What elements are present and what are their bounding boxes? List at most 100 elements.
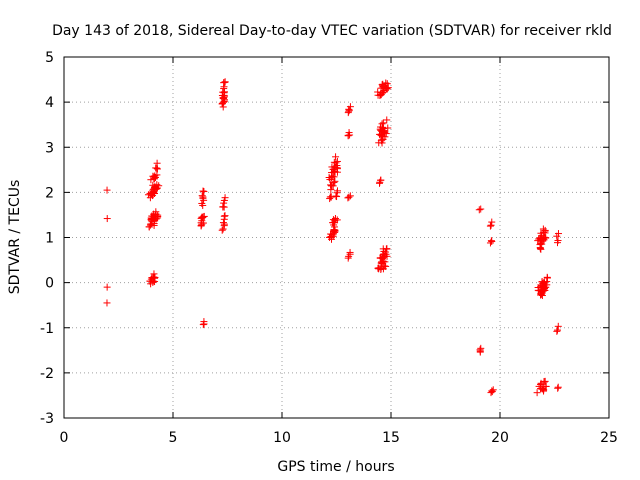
data-point	[554, 383, 562, 391]
data-point	[333, 187, 341, 195]
data-point	[221, 88, 229, 96]
data-point	[219, 225, 227, 233]
data-point	[377, 264, 385, 272]
data-point	[380, 250, 388, 258]
data-point	[537, 245, 545, 253]
data-point	[539, 280, 547, 288]
data-point	[153, 171, 161, 179]
data-point	[542, 382, 550, 390]
data-point	[333, 216, 341, 224]
y-tick-label: 0	[45, 276, 54, 292]
data-point	[553, 327, 561, 335]
chart-title: Day 143 of 2018, Sidereal Day-to-day VTE…	[52, 23, 612, 39]
data-point	[333, 165, 341, 173]
data-point	[345, 129, 353, 137]
y-tick-label: -1	[40, 321, 54, 337]
data-point	[330, 158, 338, 166]
data-point	[330, 227, 338, 235]
data-point	[328, 231, 336, 239]
data-point	[199, 321, 207, 329]
data-point	[152, 164, 160, 172]
data-point	[220, 85, 228, 93]
data-point	[200, 318, 208, 326]
data-point	[199, 187, 207, 195]
data-point	[326, 195, 334, 203]
x-tick-label: 0	[60, 430, 69, 446]
data-point	[220, 203, 228, 211]
data-point	[155, 182, 163, 190]
data-point	[489, 386, 497, 394]
y-tick-label: -3	[40, 411, 54, 427]
data-point	[331, 177, 339, 185]
data-point	[331, 214, 339, 222]
data-point	[379, 251, 387, 259]
data-point	[381, 133, 389, 141]
data-point	[103, 283, 111, 291]
data-point	[103, 186, 111, 194]
data-point	[332, 153, 340, 161]
data-point	[221, 194, 229, 202]
data-point	[219, 219, 227, 227]
data-point	[554, 326, 562, 334]
x-axis-label: GPS time / hours	[277, 459, 394, 475]
x-tick-label: 5	[169, 430, 178, 446]
data-point	[345, 106, 353, 114]
y-tick-label: 1	[45, 231, 54, 247]
data-point	[332, 192, 340, 200]
data-point	[378, 123, 386, 131]
data-point	[554, 230, 562, 238]
data-point	[333, 157, 341, 165]
data-point	[346, 248, 354, 256]
data-point	[487, 221, 495, 229]
data-point	[488, 387, 496, 395]
data-point	[199, 213, 207, 221]
data-point	[533, 389, 541, 397]
x-tick-label: 10	[273, 430, 291, 446]
data-point	[149, 172, 157, 180]
data-point	[542, 234, 550, 242]
x-tick-label: 25	[600, 430, 618, 446]
data-point	[150, 189, 158, 197]
y-tick-label: 5	[45, 50, 54, 66]
data-point	[221, 78, 229, 86]
data-point	[539, 225, 547, 233]
data-point	[219, 95, 227, 103]
x-tick-label: 20	[491, 430, 509, 446]
axis-ticks: 0 5 10 15 20 25 -3 -2 -1 0 1 2 3 4 5	[40, 50, 618, 446]
x-tick-label: 15	[382, 430, 400, 446]
data-point	[477, 205, 485, 213]
data-point	[383, 245, 391, 253]
data-point	[488, 388, 496, 396]
data-point	[377, 176, 385, 184]
data-point	[475, 206, 483, 214]
data-point	[476, 346, 484, 354]
data-point	[330, 173, 338, 181]
y-tick-label: 3	[45, 140, 54, 156]
data-point	[345, 193, 353, 201]
data-point	[220, 212, 228, 220]
data-point	[330, 221, 338, 229]
data-point	[379, 257, 387, 265]
data-point	[332, 159, 340, 167]
data-point	[538, 232, 546, 240]
data-point	[477, 344, 485, 352]
data-point	[331, 226, 339, 234]
data-point	[346, 103, 354, 111]
y-tick-label: -2	[40, 366, 54, 382]
data-point	[384, 84, 392, 92]
data-point	[541, 377, 549, 385]
data-point	[150, 270, 158, 278]
data-point	[198, 199, 206, 207]
data-point	[103, 299, 111, 307]
data-point	[199, 194, 207, 202]
data-point	[149, 274, 157, 282]
data-point	[554, 237, 562, 245]
data-point	[149, 189, 157, 197]
data-point	[540, 378, 548, 386]
data-point	[543, 281, 551, 289]
data-point	[543, 274, 551, 282]
y-tick-label: 2	[45, 185, 54, 201]
data-point	[486, 222, 494, 230]
y-tick-label: 4	[45, 95, 54, 111]
data-point	[488, 218, 496, 226]
